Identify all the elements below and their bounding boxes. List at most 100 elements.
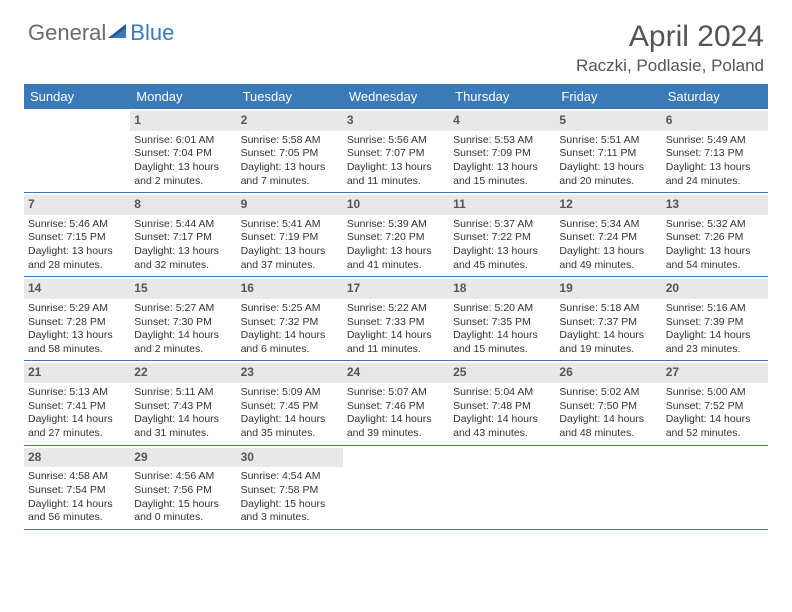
daylight2-text: and 15 minutes. [453,175,551,189]
sunrise-text: Sunrise: 5:37 AM [453,218,551,232]
day-info: Sunrise: 5:20 AMSunset: 7:35 PMDaylight:… [453,302,551,357]
sunset-text: Sunset: 7:52 PM [666,400,764,414]
day-cell [662,446,768,529]
daylight2-text: and 6 minutes. [241,343,339,357]
logo-triangle-icon [108,22,128,45]
day-cell: 3Sunrise: 5:56 AMSunset: 7:07 PMDaylight… [343,109,449,192]
day-info: Sunrise: 5:41 AMSunset: 7:19 PMDaylight:… [241,218,339,273]
sunrise-text: Sunrise: 5:53 AM [453,134,551,148]
day-info: Sunrise: 5:51 AMSunset: 7:11 PMDaylight:… [559,134,657,189]
day-number [555,448,661,452]
daylight1-text: Daylight: 13 hours [134,161,232,175]
sunset-text: Sunset: 7:26 PM [666,231,764,245]
day-cell: 20Sunrise: 5:16 AMSunset: 7:39 PMDayligh… [662,277,768,360]
daylight2-text: and 41 minutes. [347,259,445,273]
daylight2-text: and 56 minutes. [28,511,126,525]
sunset-text: Sunset: 7:37 PM [559,316,657,330]
day-info: Sunrise: 5:32 AMSunset: 7:26 PMDaylight:… [666,218,764,273]
day-number: 7 [24,195,130,215]
daylight1-text: Daylight: 13 hours [453,161,551,175]
day-cell: 29Sunrise: 4:56 AMSunset: 7:56 PMDayligh… [130,446,236,529]
day-number: 11 [449,195,555,215]
daylight1-text: Daylight: 13 hours [28,245,126,259]
sunset-text: Sunset: 7:15 PM [28,231,126,245]
week-row: 14Sunrise: 5:29 AMSunset: 7:28 PMDayligh… [24,277,768,361]
day-info: Sunrise: 5:07 AMSunset: 7:46 PMDaylight:… [347,386,445,441]
day-cell: 11Sunrise: 5:37 AMSunset: 7:22 PMDayligh… [449,193,555,276]
daylight2-text: and 45 minutes. [453,259,551,273]
location: Raczki, Podlasie, Poland [576,56,764,76]
daylight1-text: Daylight: 14 hours [134,413,232,427]
logo: General Blue [28,20,174,46]
day-info: Sunrise: 5:02 AMSunset: 7:50 PMDaylight:… [559,386,657,441]
day-number: 8 [130,195,236,215]
week-row: 1 Sunrise: 6:01 AMSunset: 7:04 PMDaylight… [24,109,768,193]
header: General Blue April 2024 Raczki, Podlasie… [0,0,792,84]
day-header-thu: Thursday [449,84,555,109]
day-cell: 5 Sunrise: 5:51 AMSunset: 7:11 PMDaylight… [555,109,661,192]
sunrise-text: Sunrise: 4:56 AM [134,470,232,484]
day-cell: 8 Sunrise: 5:44 AMSunset: 7:17 PMDaylight… [130,193,236,276]
daylight1-text: Daylight: 13 hours [666,161,764,175]
day-number: 3 [343,111,449,131]
daylight2-text: and 0 minutes. [134,511,232,525]
day-cell: 21Sunrise: 5:13 AMSunset: 7:41 PMDayligh… [24,361,130,444]
daylight1-text: Daylight: 13 hours [241,161,339,175]
day-info: Sunrise: 5:39 AMSunset: 7:20 PMDaylight:… [347,218,445,273]
day-number: 26 [555,363,661,383]
sunset-text: Sunset: 7:58 PM [241,484,339,498]
day-info: Sunrise: 5:13 AMSunset: 7:41 PMDaylight:… [28,386,126,441]
day-number [343,448,449,452]
day-number: 6 [662,111,768,131]
daylight2-text: and 48 minutes. [559,427,657,441]
day-cell [449,446,555,529]
daylight2-text: and 15 minutes. [453,343,551,357]
daylight1-text: Daylight: 13 hours [559,161,657,175]
sunset-text: Sunset: 7:17 PM [134,231,232,245]
daylight2-text: and 7 minutes. [241,175,339,189]
day-info: Sunrise: 5:09 AMSunset: 7:45 PMDaylight:… [241,386,339,441]
sunrise-text: Sunrise: 5:07 AM [347,386,445,400]
daylight1-text: Daylight: 14 hours [28,413,126,427]
sunrise-text: Sunrise: 4:54 AM [241,470,339,484]
daylight2-text: and 49 minutes. [559,259,657,273]
sunrise-text: Sunrise: 5:46 AM [28,218,126,232]
daylight2-text: and 31 minutes. [134,427,232,441]
day-cell: 19Sunrise: 5:18 AMSunset: 7:37 PMDayligh… [555,277,661,360]
sunset-text: Sunset: 7:20 PM [347,231,445,245]
daylight1-text: Daylight: 13 hours [666,245,764,259]
week-row: 7Sunrise: 5:46 AMSunset: 7:15 PMDaylight… [24,193,768,277]
day-cell: 12Sunrise: 5:34 AMSunset: 7:24 PMDayligh… [555,193,661,276]
day-header-wed: Wednesday [343,84,449,109]
daylight2-text: and 27 minutes. [28,427,126,441]
day-cell: 7 Sunrise: 5:46 AMSunset: 7:15 PMDaylight… [24,193,130,276]
day-number: 28 [24,448,130,468]
day-number: 23 [237,363,343,383]
daylight1-text: Daylight: 13 hours [559,245,657,259]
sunrise-text: Sunrise: 5:32 AM [666,218,764,232]
day-number: 1 [130,111,236,131]
day-info: Sunrise: 6:01 AMSunset: 7:04 PMDaylight:… [134,134,232,189]
daylight2-text: and 39 minutes. [347,427,445,441]
daylight2-text: and 19 minutes. [559,343,657,357]
day-cell: 26 Sunrise: 5:02 AMSunset: 7:50 PMDayligh… [555,361,661,444]
sunset-text: Sunset: 7:39 PM [666,316,764,330]
sunrise-text: Sunrise: 5:29 AM [28,302,126,316]
week-row: 21Sunrise: 5:13 AMSunset: 7:41 PMDayligh… [24,361,768,445]
sunset-text: Sunset: 7:09 PM [453,147,551,161]
day-cell [24,109,130,192]
day-info: Sunrise: 5:34 AMSunset: 7:24 PMDaylight:… [559,218,657,273]
day-number: 29 [130,448,236,468]
day-number: 5 [555,111,661,131]
daylight1-text: Daylight: 13 hours [241,245,339,259]
day-cell: 15Sunrise: 5:27 AMSunset: 7:30 PMDayligh… [130,277,236,360]
sunrise-text: Sunrise: 5:00 AM [666,386,764,400]
sunrise-text: Sunrise: 5:22 AM [347,302,445,316]
sunset-text: Sunset: 7:45 PM [241,400,339,414]
day-info: Sunrise: 5:44 AMSunset: 7:17 PMDaylight:… [134,218,232,273]
sunset-text: Sunset: 7:56 PM [134,484,232,498]
day-info: Sunrise: 4:58 AMSunset: 7:54 PMDaylight:… [28,470,126,525]
sunset-text: Sunset: 7:30 PM [134,316,232,330]
day-cell: 28Sunrise: 4:58 AMSunset: 7:54 PMDayligh… [24,446,130,529]
sunset-text: Sunset: 7:41 PM [28,400,126,414]
